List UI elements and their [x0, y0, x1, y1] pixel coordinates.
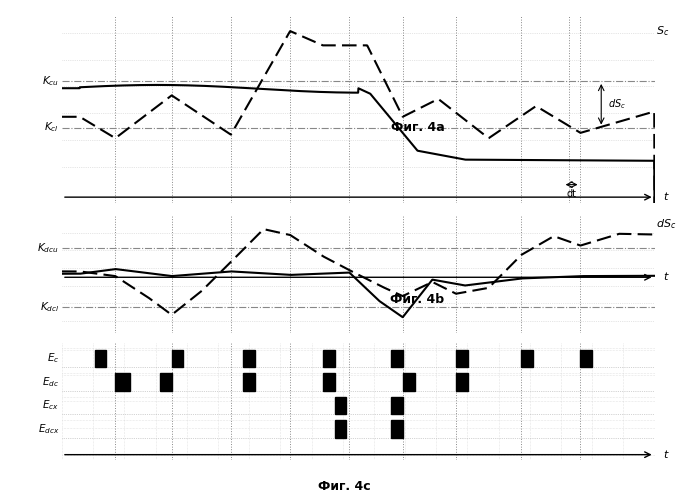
- Text: Фиг. 4b: Фиг. 4b: [391, 293, 444, 306]
- Text: $E_c$: $E_c$: [47, 352, 59, 366]
- Text: $dS_c$: $dS_c$: [656, 218, 676, 232]
- Text: $K_{cu}$: $K_{cu}$: [42, 74, 59, 88]
- Bar: [402, 374, 415, 390]
- Bar: [580, 350, 593, 367]
- Bar: [391, 397, 402, 414]
- Text: $S_c$: $S_c$: [656, 24, 669, 38]
- Bar: [335, 420, 347, 438]
- Text: t: t: [664, 192, 668, 202]
- Text: t: t: [664, 450, 668, 460]
- Bar: [322, 350, 335, 367]
- Bar: [391, 350, 402, 367]
- Text: $E_{dc}$: $E_{dc}$: [42, 375, 59, 389]
- Bar: [172, 350, 183, 367]
- Bar: [335, 397, 347, 414]
- Bar: [115, 374, 130, 390]
- Text: $dS_c$: $dS_c$: [608, 98, 626, 111]
- Bar: [160, 374, 172, 390]
- Bar: [456, 350, 468, 367]
- Bar: [391, 420, 402, 438]
- Bar: [94, 350, 106, 367]
- Text: dt: dt: [566, 189, 577, 199]
- Bar: [522, 350, 533, 367]
- Bar: [243, 374, 255, 390]
- Text: $K_{dcu}$: $K_{dcu}$: [37, 241, 59, 255]
- Text: $K_{dcl}$: $K_{dcl}$: [40, 300, 59, 314]
- Text: $E_{dcx}$: $E_{dcx}$: [37, 422, 59, 436]
- Text: Фиг. 4a: Фиг. 4a: [391, 121, 444, 134]
- Text: Фиг. 4c: Фиг. 4c: [318, 480, 371, 493]
- Bar: [456, 374, 468, 390]
- Text: $K_{cl}$: $K_{cl}$: [44, 120, 59, 134]
- Bar: [322, 374, 335, 390]
- Text: $E_{cx}$: $E_{cx}$: [42, 398, 59, 412]
- Bar: [243, 350, 255, 367]
- Text: t: t: [664, 272, 668, 282]
